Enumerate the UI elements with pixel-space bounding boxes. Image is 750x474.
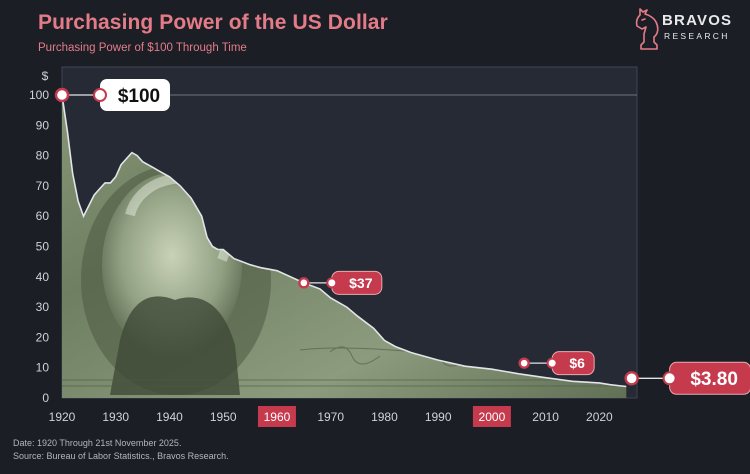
- x-tick-label: 1930: [102, 410, 129, 424]
- y-tick-label: 0: [42, 391, 49, 405]
- callout-box: [100, 79, 170, 111]
- purchasing-power-line: [61, 94, 627, 388]
- callout-0: $100: [54, 79, 170, 111]
- y-tick-label: 20: [36, 330, 50, 344]
- date-note: Date: 1920 Through 21st November 2025.: [13, 438, 182, 448]
- y-tick-label: 100: [29, 88, 49, 102]
- callout-box-dot: [662, 371, 677, 386]
- knight-logo-icon: [635, 8, 659, 50]
- x-tick-highlight: [257, 406, 296, 427]
- x-tick-label: 1920: [49, 410, 76, 424]
- callout-label: $100: [118, 86, 160, 107]
- x-tick-highlight: [472, 406, 511, 427]
- callout-box-dot: [546, 357, 558, 369]
- data-point-dot: [624, 371, 639, 386]
- x-tick-label: 1940: [156, 410, 183, 424]
- x-tick-label: 1950: [210, 410, 237, 424]
- callout-label: $6: [569, 355, 585, 371]
- x-tick-label: 2020: [586, 410, 613, 424]
- data-point-dot: [518, 357, 530, 369]
- y-tick-label: 30: [36, 300, 50, 314]
- callout-box-dot: [326, 277, 338, 289]
- x-tick-label: 1980: [371, 410, 398, 424]
- chart-subtitle: Purchasing Power of $100 Through Time: [38, 42, 247, 54]
- y-tick-label: 50: [36, 240, 50, 254]
- brand-name: BRAVOS: [662, 12, 733, 29]
- y-axis-label: $: [42, 69, 49, 83]
- callout-label: $37: [349, 275, 373, 291]
- x-tick-label: 2000: [479, 410, 506, 424]
- x-tick-label: 1990: [425, 410, 452, 424]
- brand-tagline: RESEARCH: [664, 31, 730, 41]
- y-tick-label: 70: [36, 179, 50, 193]
- y-tick-label: 60: [36, 209, 50, 223]
- x-tick-label: 1960: [264, 410, 291, 424]
- x-tick-label: 2010: [532, 410, 559, 424]
- callout-box-dot: [93, 88, 107, 102]
- source-note: Source: Bureau of Labor Statistics., Bra…: [13, 451, 229, 461]
- callout-2: $6: [518, 351, 595, 376]
- y-tick-label: 90: [36, 118, 50, 132]
- callout-label: $3.80: [690, 369, 738, 390]
- data-point-dot: [54, 87, 70, 103]
- y-tick-label: 80: [36, 149, 50, 163]
- data-point-dot: [298, 277, 310, 289]
- y-tick-label: 10: [36, 361, 50, 375]
- x-tick-label: 1970: [317, 410, 344, 424]
- y-tick-label: 40: [36, 270, 50, 284]
- callout-1: $37: [298, 270, 383, 295]
- callout-3: $3.80: [624, 361, 750, 395]
- chart-title: Purchasing Power of the US Dollar: [38, 11, 388, 34]
